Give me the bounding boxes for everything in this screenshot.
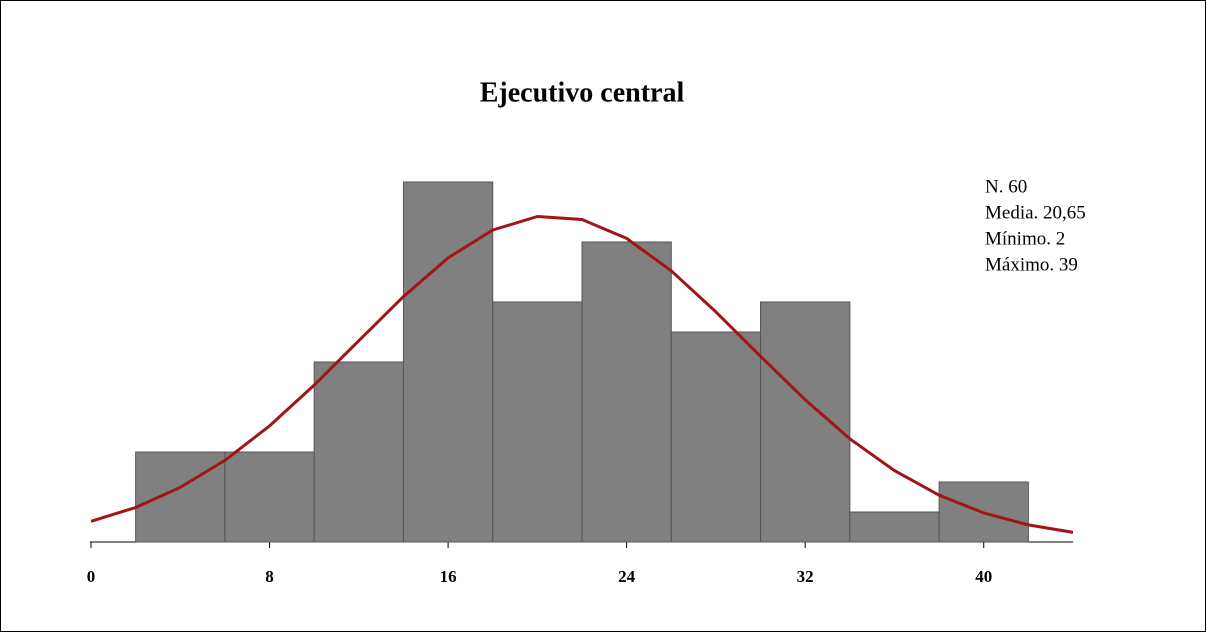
bar (135, 451, 226, 543)
x-tick-label: 32 (797, 567, 814, 586)
annotation: Mínimo. 2 (985, 228, 1065, 249)
bar (760, 301, 851, 543)
bar (402, 181, 494, 543)
annotation: Máximo. 39 (985, 254, 1078, 275)
bar (670, 331, 762, 543)
normal-curve (90, 215, 1074, 534)
chart-title: Ejecutivo central (480, 77, 685, 108)
x-tick-label: 0 (87, 567, 96, 586)
annotation: N. 60 (985, 176, 1027, 197)
bar (313, 361, 404, 543)
bar (849, 511, 940, 543)
x-tick-label: 24 (618, 567, 636, 586)
x-tick-label: 8 (265, 567, 274, 586)
bar (581, 241, 672, 543)
annotation: Media. 20,65 (985, 202, 1086, 223)
x-tick-label: 16 (440, 567, 457, 586)
bar (492, 301, 583, 543)
bar (224, 451, 315, 543)
x-tick-label: 40 (975, 567, 992, 586)
